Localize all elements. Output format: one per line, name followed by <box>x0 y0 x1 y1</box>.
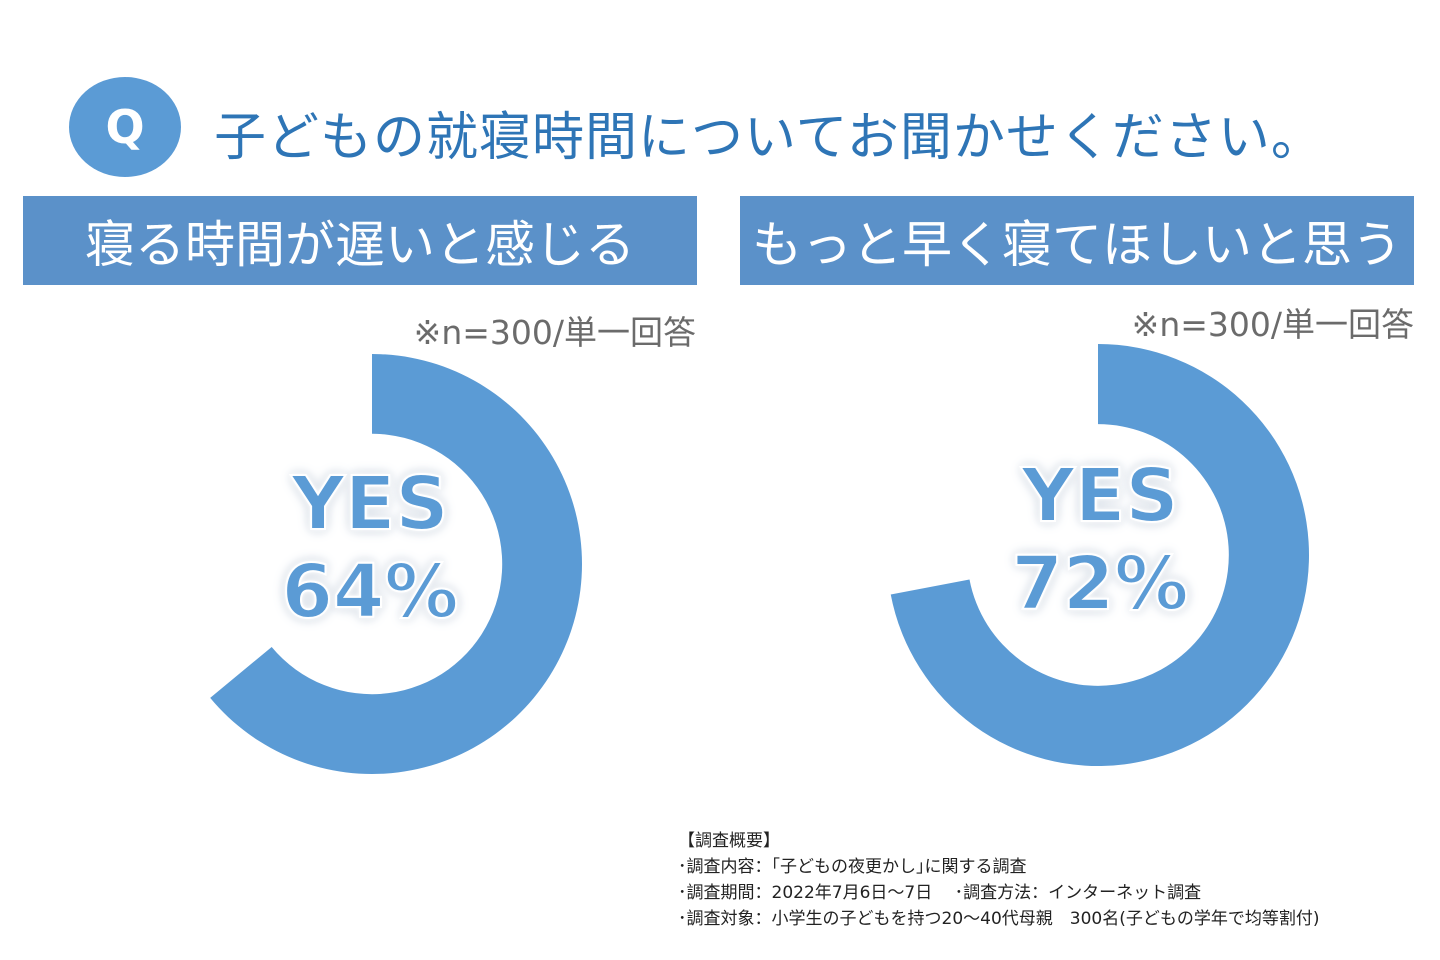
left-label-value: 64% <box>280 548 459 636</box>
right-sample-note: ※n=300/単一回答 <box>1131 305 1414 344</box>
left-label-category: YES <box>290 460 449 548</box>
left-panel-title: 寝る時間が遅いと感じる <box>23 196 697 285</box>
survey-line: ･調査内容：｢子どもの夜更かし｣に関する調査 <box>678 857 1027 877</box>
left-donut-label: YES 64% <box>230 460 510 636</box>
right-donut-chart <box>890 344 1309 766</box>
left-donut-slice-yes <box>210 354 583 774</box>
left-sample-note: ※n=300/単一回答 <box>413 313 696 352</box>
survey-line: ･調査対象：小学生の子どもを持つ20～40代母親 300名(子どもの学年で均等割… <box>678 909 1320 929</box>
survey-heading: 【調査概要】 <box>678 831 780 851</box>
right-label-category: YES <box>1020 452 1179 540</box>
survey-summary: 【調査概要】 ･調査内容：｢子どもの夜更かし｣に関する調査 ･調査期間：2022… <box>678 828 1319 932</box>
left-donut-chart <box>210 354 583 774</box>
question-badge: Q <box>69 77 181 177</box>
question-title: 子どもの就寝時間についてお聞かせください。 <box>214 108 1324 168</box>
right-panel-title: もっと早く寝てほしいと思う <box>740 196 1414 285</box>
right-label-value: 72% <box>1010 540 1189 628</box>
survey-line: ･調査期間：2022年7月6日～7日 ･調査方法：インターネット調査 <box>678 883 1202 903</box>
right-donut-slice-yes <box>890 344 1309 766</box>
right-donut-label: YES 72% <box>960 452 1240 628</box>
